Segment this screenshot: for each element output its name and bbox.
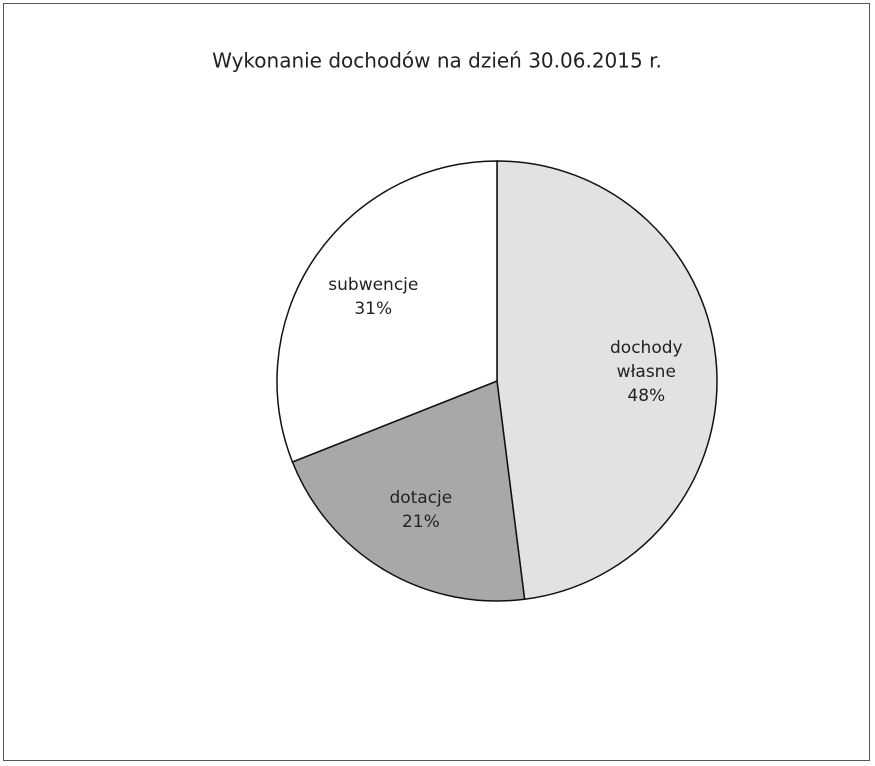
slice-category: dochody własne [610,337,683,382]
slice-label: dochody własne 48% [586,336,706,408]
pie-slice [276,160,498,463]
pie-slice [291,379,526,602]
slice-category: dotacje [389,487,453,508]
slice-label: subwencje 31% [313,273,433,321]
slice-category: subwencje [328,274,419,295]
chart-title: Wykonanie dochodów na dzień 30.06.2015 r… [212,49,662,73]
slice-value: 21% [401,511,440,532]
chart-frame [3,3,870,761]
slice-value: 48% [627,385,666,406]
pie-slice [496,160,718,601]
slice-label: dotacje 21% [361,486,481,534]
slice-value: 31% [354,298,393,319]
